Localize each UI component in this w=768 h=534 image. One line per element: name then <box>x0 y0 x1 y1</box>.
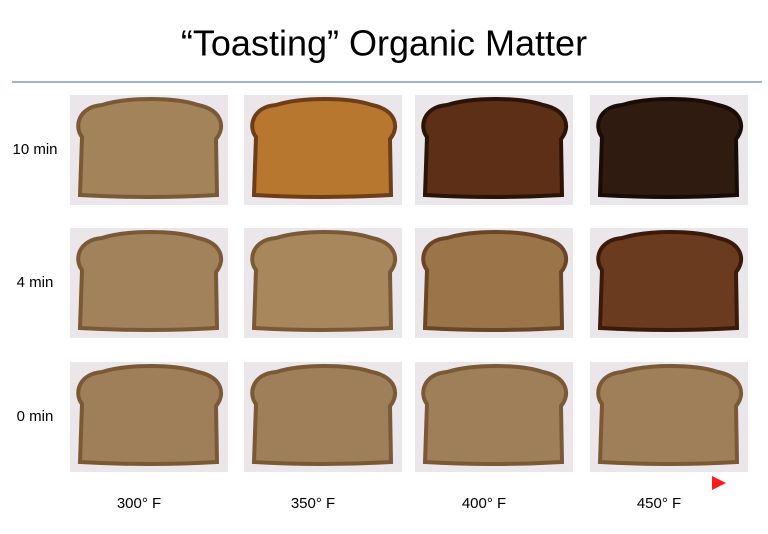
column-label: 350° F <box>291 495 335 512</box>
arrow-head <box>712 476 726 490</box>
photo-grid <box>70 95 748 472</box>
toast-photo <box>244 95 402 205</box>
toast-photo <box>415 362 573 472</box>
bread-slice <box>421 97 569 199</box>
toast-photo <box>415 95 573 205</box>
bread-slice <box>76 97 224 199</box>
column-label: 450° F <box>637 495 681 512</box>
row-label: 4 min <box>17 274 54 291</box>
column-label: 400° F <box>462 495 506 512</box>
bread-slice <box>421 364 569 466</box>
slide-title: “Toasting” Organic Matter <box>181 23 587 64</box>
toast-photo <box>590 95 748 205</box>
toast-photo <box>70 95 228 205</box>
bread-slice <box>76 230 224 332</box>
bread-slice <box>250 364 398 466</box>
toast-photo <box>590 228 748 338</box>
bread-slice <box>421 230 569 332</box>
toast-photo <box>70 228 228 338</box>
bread-slice <box>596 97 744 199</box>
bread-slice <box>596 230 744 332</box>
bread-slice <box>596 364 744 466</box>
toast-photo <box>415 228 573 338</box>
bread-slice <box>250 230 398 332</box>
toast-photo <box>590 362 748 472</box>
toast-photo <box>70 362 228 472</box>
toast-photo <box>244 362 402 472</box>
bread-slice <box>76 364 224 466</box>
bread-slice <box>250 97 398 199</box>
column-label: 300° F <box>117 495 161 512</box>
row-label: 10 min <box>12 141 57 158</box>
row-label: 0 min <box>17 408 54 425</box>
toast-photo <box>244 228 402 338</box>
